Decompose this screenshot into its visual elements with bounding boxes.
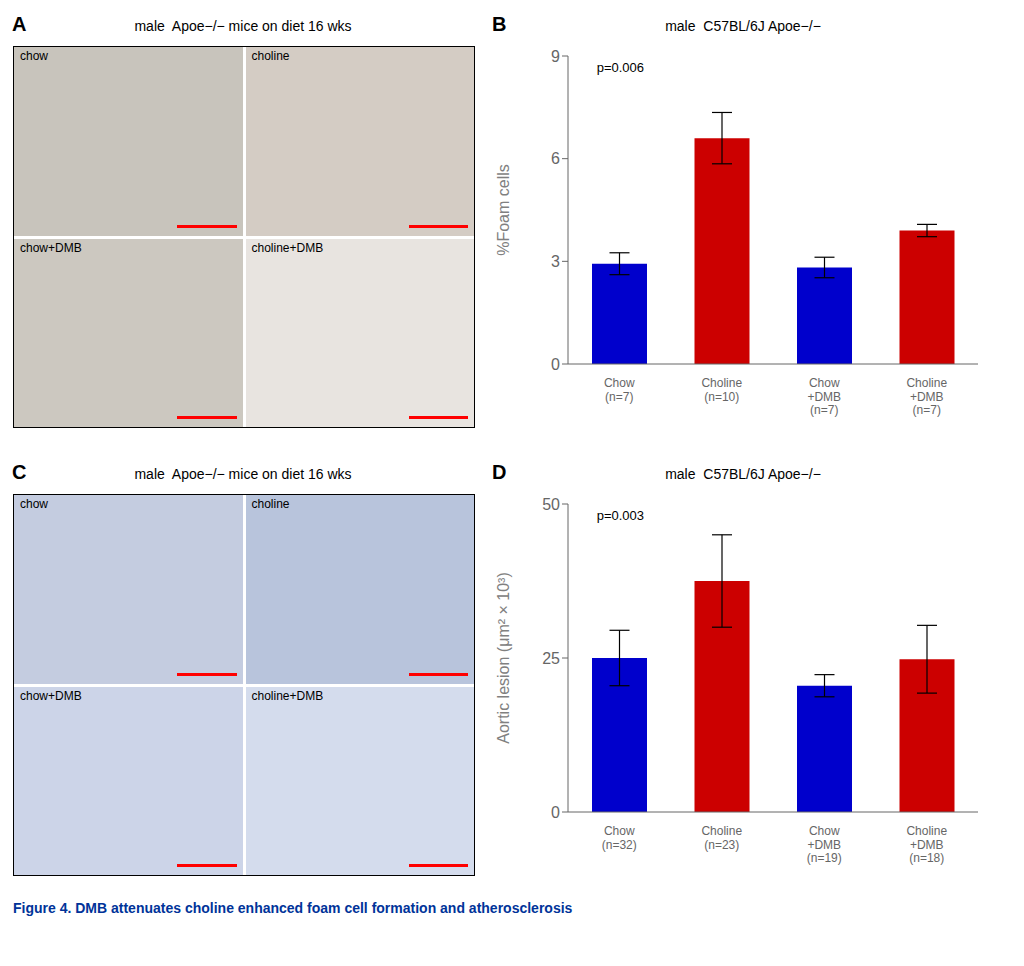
svg-text:%Foam cells: %Foam cells <box>495 164 512 256</box>
html-text:Figure 4. DMB attenuates choli: Figure 4. DMB attenuates choline enhance… <box>13 900 573 916</box>
svg-text:Chow+DMB(n=7): Chow+DMB(n=7) <box>807 376 841 418</box>
svg-text:Choline(n=10): Choline(n=10) <box>701 376 742 404</box>
svg-text:0: 0 <box>551 804 560 821</box>
html-text:male C57BL/6J Apoe−/−: male C57BL/6J Apoe−/− <box>665 18 821 34</box>
html-text:chow+DMB: chow+DMB <box>20 688 82 703</box>
svg-text:Chow+DMB(n=19): Chow+DMB(n=19) <box>807 824 842 866</box>
html-text:p=0.006: p=0.006 <box>596 60 644 75</box>
svg-text:9: 9 <box>551 48 560 65</box>
html-text:D: D <box>492 461 507 483</box>
html-text:chow+DMB: chow+DMB <box>20 240 82 255</box>
html-text:choline: choline <box>251 49 290 63</box>
svg-text:50: 50 <box>542 496 560 513</box>
svg-text:0: 0 <box>551 356 560 373</box>
html-text:B: B <box>492 13 507 35</box>
svg-text:Choline+DMB(n=18): Choline+DMB(n=18) <box>906 824 947 866</box>
html-text:chow: chow <box>20 497 48 511</box>
html-text:p=0.003: p=0.003 <box>596 508 644 523</box>
html-text:choline+DMB: choline+DMB <box>251 688 324 703</box>
svg-text:Aortic lesion (μm² × 10³): Aortic lesion (μm² × 10³) <box>495 572 512 743</box>
svg-text:25: 25 <box>542 650 560 667</box>
html-text:chow: chow <box>20 49 48 63</box>
html-text:A: A <box>12 13 27 35</box>
html-text:male C57BL/6J Apoe−/−: male C57BL/6J Apoe−/− <box>665 466 821 482</box>
svg-text:6: 6 <box>551 150 560 167</box>
svg-text:Choline+DMB(n=7): Choline+DMB(n=7) <box>906 376 947 418</box>
svg-text:3: 3 <box>551 253 560 270</box>
html-text:choline: choline <box>251 497 290 511</box>
html-text:male Apoe−/− mice on diet 16 w: male Apoe−/− mice on diet 16 wks <box>134 18 352 34</box>
svg-text:Chow(n=7): Chow(n=7) <box>604 376 635 404</box>
html-text:C: C <box>12 461 27 483</box>
svg-text:Chow(n=32): Chow(n=32) <box>602 824 637 852</box>
html-text:male Apoe−/− mice on diet 16 w: male Apoe−/− mice on diet 16 wks <box>134 466 352 482</box>
svg-text:Choline(n=23): Choline(n=23) <box>701 824 742 852</box>
html-text:choline+DMB: choline+DMB <box>251 240 324 255</box>
